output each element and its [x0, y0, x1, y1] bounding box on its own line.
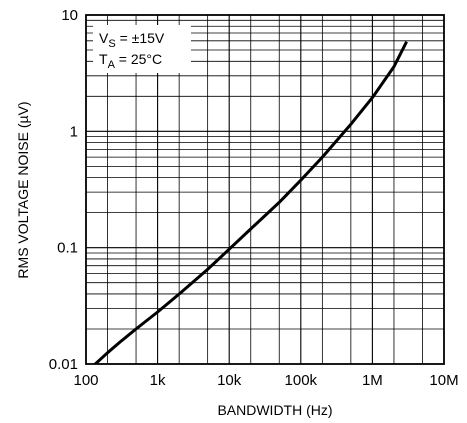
x-tick-label: 10M	[429, 372, 458, 389]
y-tick-label: 0.1	[57, 240, 78, 257]
curve-layer	[93, 41, 408, 364]
annotation-ta: TA = 25°C	[99, 51, 162, 71]
grid	[86, 15, 444, 364]
x-tick-label: 100	[73, 372, 98, 389]
x-tick-label: 1M	[362, 372, 383, 389]
plot-frame	[85, 14, 445, 365]
tick-labels: 100 1k 10k 100k 1M 10M 0.01 0.1 1 10	[49, 7, 459, 389]
noise-curve	[93, 41, 408, 364]
annotation-box: VS = ±15V TA = 25°C	[93, 25, 191, 73]
y-tick-label: 0.01	[49, 356, 78, 373]
y-tick-label: 10	[61, 7, 78, 24]
annotation-vs: VS = ±15V	[99, 30, 165, 50]
x-axis-label: BANDWIDTH (Hz)	[217, 402, 332, 418]
x-tick-label: 1k	[150, 372, 166, 389]
x-tick-label: 100k	[285, 372, 318, 389]
y-axis-label: RMS VOLTAGE NOISE (µV)	[15, 101, 31, 278]
x-tick-label: 10k	[217, 372, 242, 389]
y-tick-label: 1	[70, 123, 78, 140]
